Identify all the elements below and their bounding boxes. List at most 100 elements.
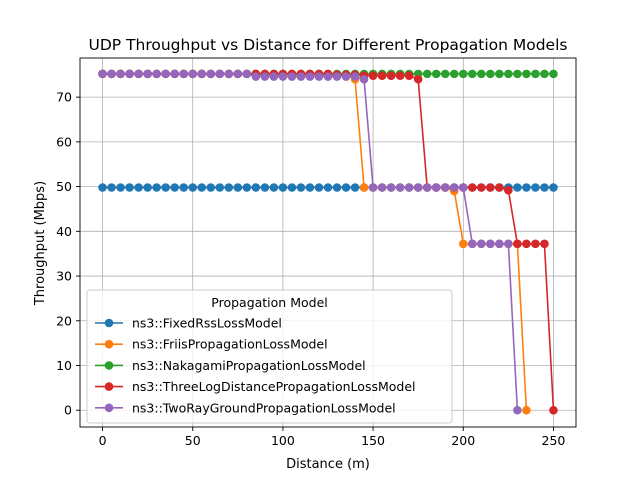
legend-title: Propagation Model — [211, 295, 327, 310]
x-tick-label: 50 — [185, 433, 201, 448]
axes: 0 50 100 150 200 250 0 10 20 30 40 50 60 70 — [56, 57, 577, 448]
y-tick-label: 60 — [56, 134, 72, 149]
legend-swatch-marker — [104, 318, 114, 328]
data-point — [341, 183, 351, 192]
data-point — [251, 183, 261, 192]
series-4 — [98, 69, 522, 415]
data-point — [513, 405, 522, 415]
legend-label: ns3::FriisPropagationLossModel — [132, 337, 328, 352]
data-point — [323, 183, 333, 192]
plot-frame — [79, 57, 577, 428]
data-point — [197, 183, 207, 192]
data-point — [495, 239, 504, 249]
data-point — [107, 69, 116, 79]
data-point — [323, 72, 333, 81]
x-tick-label: 0 — [99, 433, 107, 448]
y-axis-label: Throughput (Mbps) — [33, 181, 48, 306]
data-point — [522, 69, 531, 79]
x-tick-label: 150 — [361, 433, 385, 448]
data-point — [152, 69, 161, 79]
data-point — [206, 183, 216, 192]
data-point — [197, 69, 207, 79]
data-point — [368, 183, 378, 192]
legend-label: ns3::NakagamiPropagationLossModel — [132, 358, 366, 373]
data-point — [143, 69, 152, 79]
x-tick-label: 200 — [451, 433, 475, 448]
data-point — [134, 183, 143, 192]
legend-entry-0: ns3::FixedRssLossModel — [95, 316, 282, 331]
data-point — [458, 69, 468, 79]
legend-swatch-marker — [104, 382, 114, 391]
y-tick-label: 70 — [56, 90, 72, 105]
data-point — [287, 72, 297, 81]
data-point — [486, 183, 495, 192]
y-tick-label: 50 — [56, 179, 72, 194]
data-point — [233, 183, 243, 192]
data-point — [233, 69, 243, 79]
data-point — [215, 69, 225, 79]
data-point — [260, 72, 270, 81]
data-point — [242, 183, 252, 192]
data-point — [287, 183, 297, 192]
chart-title: UDP Throughput vs Distance for Different… — [89, 36, 568, 54]
data-point — [350, 72, 360, 81]
data-point — [422, 183, 432, 192]
data-point — [440, 69, 450, 79]
data-point — [125, 69, 134, 79]
data-point — [125, 183, 134, 192]
data-point — [224, 69, 234, 79]
data-point — [504, 239, 513, 249]
legend-label: ns3::ThreeLogDistancePropagationLossMode… — [132, 379, 416, 394]
data-point — [522, 405, 531, 415]
legend-box — [86, 289, 453, 424]
y-tick-label: 20 — [56, 313, 72, 328]
data-point — [296, 72, 306, 81]
y-tick-label: 40 — [56, 224, 72, 239]
data-point — [269, 72, 279, 81]
data-point — [134, 69, 143, 79]
legend-entry-2: ns3::NakagamiPropagationLossModel — [95, 358, 366, 373]
data-point — [314, 72, 324, 81]
data-point — [440, 183, 450, 192]
data-point — [359, 183, 369, 192]
data-point — [278, 72, 288, 81]
legend-swatch-marker — [104, 339, 114, 349]
y-tick-label: 30 — [56, 269, 72, 284]
data-point — [431, 69, 441, 79]
data-point — [305, 183, 315, 192]
data-point — [269, 183, 279, 192]
y-tick-label: 10 — [56, 358, 72, 373]
data-point — [116, 69, 125, 79]
data-point — [477, 69, 486, 79]
data-point — [540, 183, 549, 192]
data-point — [504, 69, 513, 79]
data-point — [522, 239, 531, 249]
data-point — [278, 183, 288, 192]
data-point — [467, 239, 477, 249]
data-point — [305, 72, 315, 81]
data-point — [386, 71, 396, 80]
data-point — [377, 71, 387, 80]
data-point — [341, 72, 351, 81]
data-point — [116, 183, 125, 192]
data-point — [161, 69, 170, 79]
data-point — [242, 69, 252, 79]
data-point — [513, 69, 522, 79]
data-point — [188, 183, 198, 192]
data-point — [143, 183, 152, 192]
data-point — [477, 239, 486, 249]
data-point — [413, 74, 423, 84]
data-point — [152, 183, 161, 192]
data-point — [332, 72, 342, 81]
legend-entry-3: ns3::ThreeLogDistancePropagationLossMode… — [95, 379, 416, 394]
data-point — [486, 69, 495, 79]
data-point — [449, 69, 459, 79]
data-point — [467, 183, 477, 192]
x-tick-label: 250 — [542, 433, 566, 448]
data-point — [431, 183, 441, 192]
data-point — [531, 239, 540, 249]
data-point — [522, 183, 531, 192]
data-point — [458, 239, 468, 249]
data-point — [495, 69, 504, 79]
